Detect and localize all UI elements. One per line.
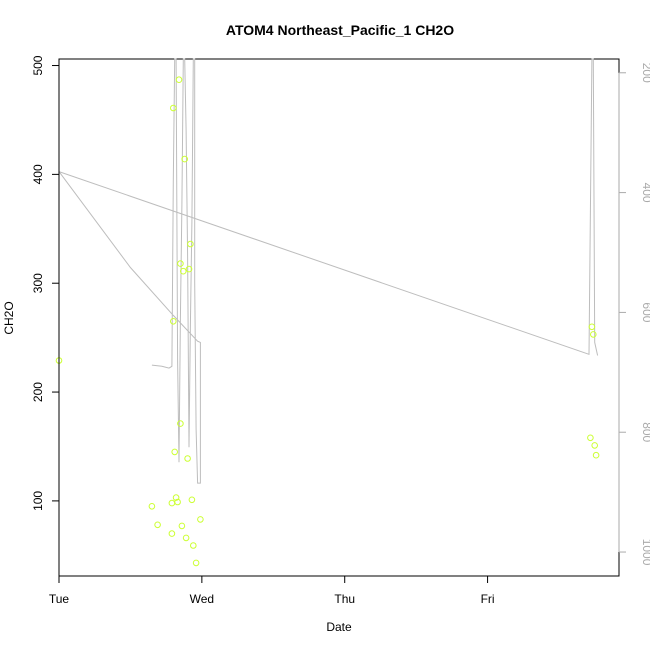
profile-line-2 xyxy=(58,58,599,356)
data-point-23 xyxy=(197,516,204,523)
data-point-21 xyxy=(190,542,197,549)
y-tick-label-400: 400 xyxy=(31,164,45,184)
y-tick-label-500: 500 xyxy=(31,55,45,75)
data-point-4 xyxy=(168,499,176,507)
y-tick-label-100: 100 xyxy=(31,491,45,511)
data-points xyxy=(55,76,600,567)
x-axis-label: Date xyxy=(326,620,352,634)
y2-tick-label-200: 200 xyxy=(640,63,650,83)
data-point-22 xyxy=(192,559,200,567)
data-point-25 xyxy=(588,323,596,331)
y-axis: 100 200 300 400 500 xyxy=(31,55,60,511)
data-point-2 xyxy=(154,521,161,529)
data-point-27 xyxy=(591,442,599,449)
profile-line-1 xyxy=(58,58,201,484)
data-point-26 xyxy=(590,331,597,338)
data-point-3 xyxy=(168,530,176,537)
data-point-1 xyxy=(148,503,156,510)
data-point-24 xyxy=(587,434,594,442)
x-tick-label-Thu: Thu xyxy=(334,592,355,606)
data-point-12 xyxy=(177,420,184,427)
y2-tick-label-400: 400 xyxy=(640,183,650,203)
x-tick-label-Fri: Fri xyxy=(481,592,495,606)
x-tick-label-Tue: Tue xyxy=(49,592,70,606)
y2-tick-label-800: 800 xyxy=(640,422,650,442)
x-axis: Tue Wed Thu Fri xyxy=(49,575,495,606)
data-point-5 xyxy=(170,104,177,112)
data-point-9 xyxy=(174,498,181,506)
data-point-16 xyxy=(182,534,190,542)
profile-lines xyxy=(58,58,599,484)
y2-axis: 200 400 600 800 1000 xyxy=(618,63,650,566)
data-point-19 xyxy=(187,240,194,248)
chart-title: ATOM4 Northeast_Pacific_1 CH2O xyxy=(226,22,454,38)
plot-frame xyxy=(58,58,620,577)
data-point-14 xyxy=(180,267,187,275)
data-point-15 xyxy=(181,155,188,163)
y2-tick-label-1000: 1000 xyxy=(640,539,650,566)
y-tick-label-300: 300 xyxy=(31,273,45,293)
data-point-20 xyxy=(188,496,196,504)
data-point-17 xyxy=(184,455,191,462)
y-tick-label-200: 200 xyxy=(31,382,45,402)
data-point-11 xyxy=(177,260,184,267)
data-point-18 xyxy=(185,265,193,273)
y2-tick-label-600: 600 xyxy=(640,302,650,322)
data-point-10 xyxy=(175,76,183,83)
data-point-7 xyxy=(171,448,178,456)
data-point-6 xyxy=(170,318,177,325)
data-point-28 xyxy=(592,451,600,459)
x-tick-label-Wed: Wed xyxy=(190,592,214,606)
data-point-13 xyxy=(178,522,186,530)
data-point-8 xyxy=(172,494,180,501)
y-axis-label: CH2O xyxy=(2,301,16,334)
